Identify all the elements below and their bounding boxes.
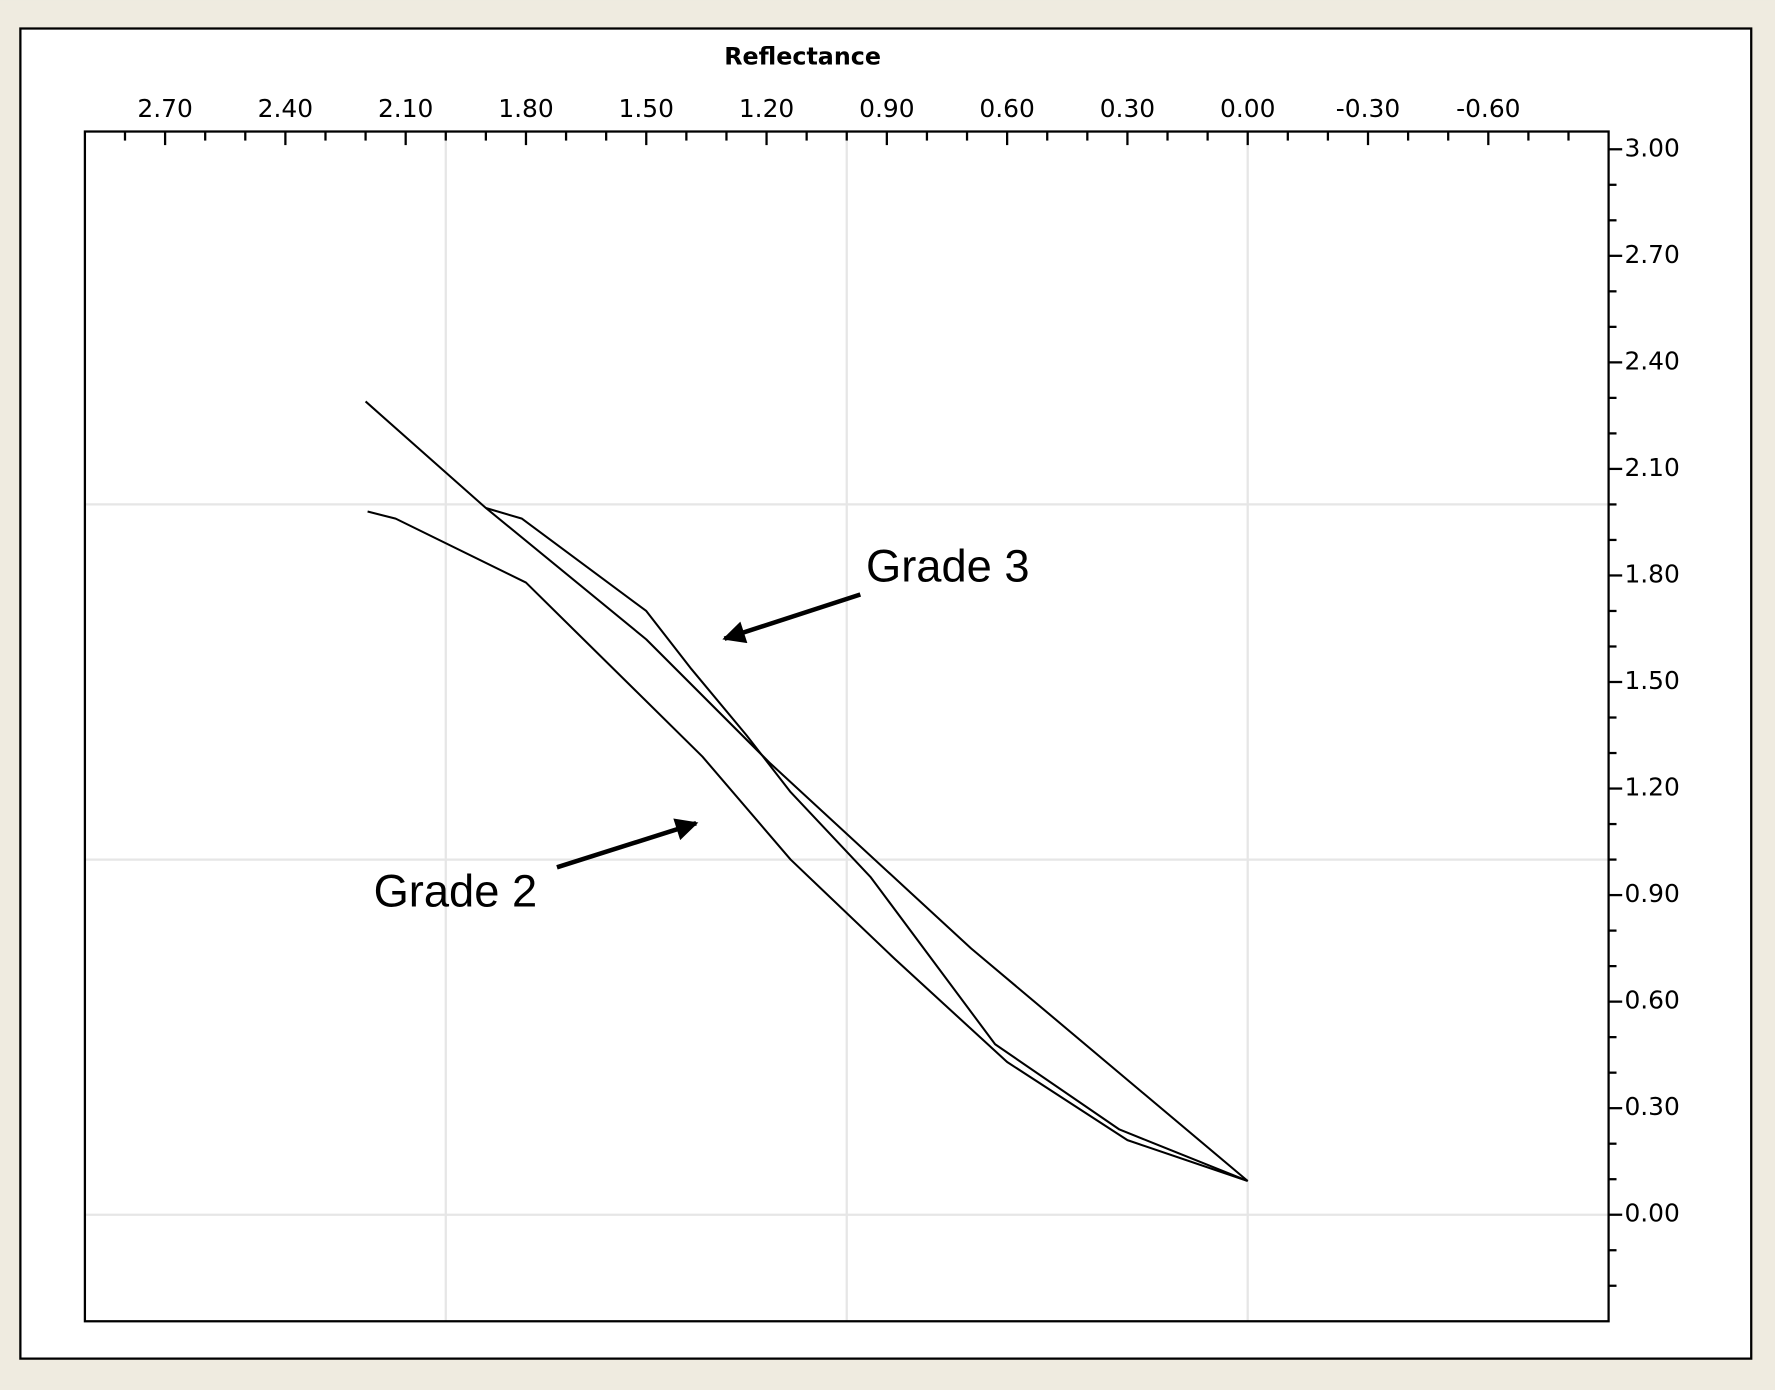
x-tick-label: 0.00 xyxy=(1220,94,1275,123)
x-tick-label: 1.20 xyxy=(739,94,794,123)
x-tick-label: 2.70 xyxy=(137,94,192,123)
y-tick-label: 1.50 xyxy=(1624,666,1679,695)
x-tick-label: 2.40 xyxy=(258,94,313,123)
x-tick-label: -0.30 xyxy=(1336,94,1400,123)
x-tick-label: -0.60 xyxy=(1456,94,1520,123)
series-line xyxy=(485,507,1249,1182)
annotation: Grade 2 xyxy=(374,865,538,916)
x-tick-label: 2.10 xyxy=(378,94,433,123)
y-tick-label: 0.30 xyxy=(1624,1092,1679,1121)
arrow xyxy=(722,592,862,644)
y-tick-label: 3.00 xyxy=(1624,133,1679,162)
y-tick-label: 1.20 xyxy=(1624,773,1679,802)
y-tick-label: 2.70 xyxy=(1624,240,1679,269)
series-line xyxy=(367,510,1249,1182)
y-tick-label: 2.10 xyxy=(1624,453,1679,482)
y-tick-label: 0.60 xyxy=(1624,986,1679,1015)
plot-frame xyxy=(83,130,1610,1323)
x-tick-label: 0.60 xyxy=(979,94,1034,123)
y-tick-label: 0.00 xyxy=(1624,1199,1679,1228)
x-tick-label: 1.50 xyxy=(619,94,674,123)
y-tick-label: 1.80 xyxy=(1624,559,1679,588)
x-tick-label: 0.30 xyxy=(1100,94,1155,123)
series-line xyxy=(364,400,1249,1182)
y-tick-label: 2.40 xyxy=(1624,346,1679,375)
x-tick-label: 0.90 xyxy=(859,94,914,123)
x-tick-label: 1.80 xyxy=(498,94,553,123)
annotation: Grade 3 xyxy=(866,541,1030,592)
panel xyxy=(19,27,1753,1360)
x-axis-label: Reflectance xyxy=(724,42,881,70)
arrow xyxy=(556,818,699,870)
y-tick-label: 0.90 xyxy=(1624,879,1679,908)
